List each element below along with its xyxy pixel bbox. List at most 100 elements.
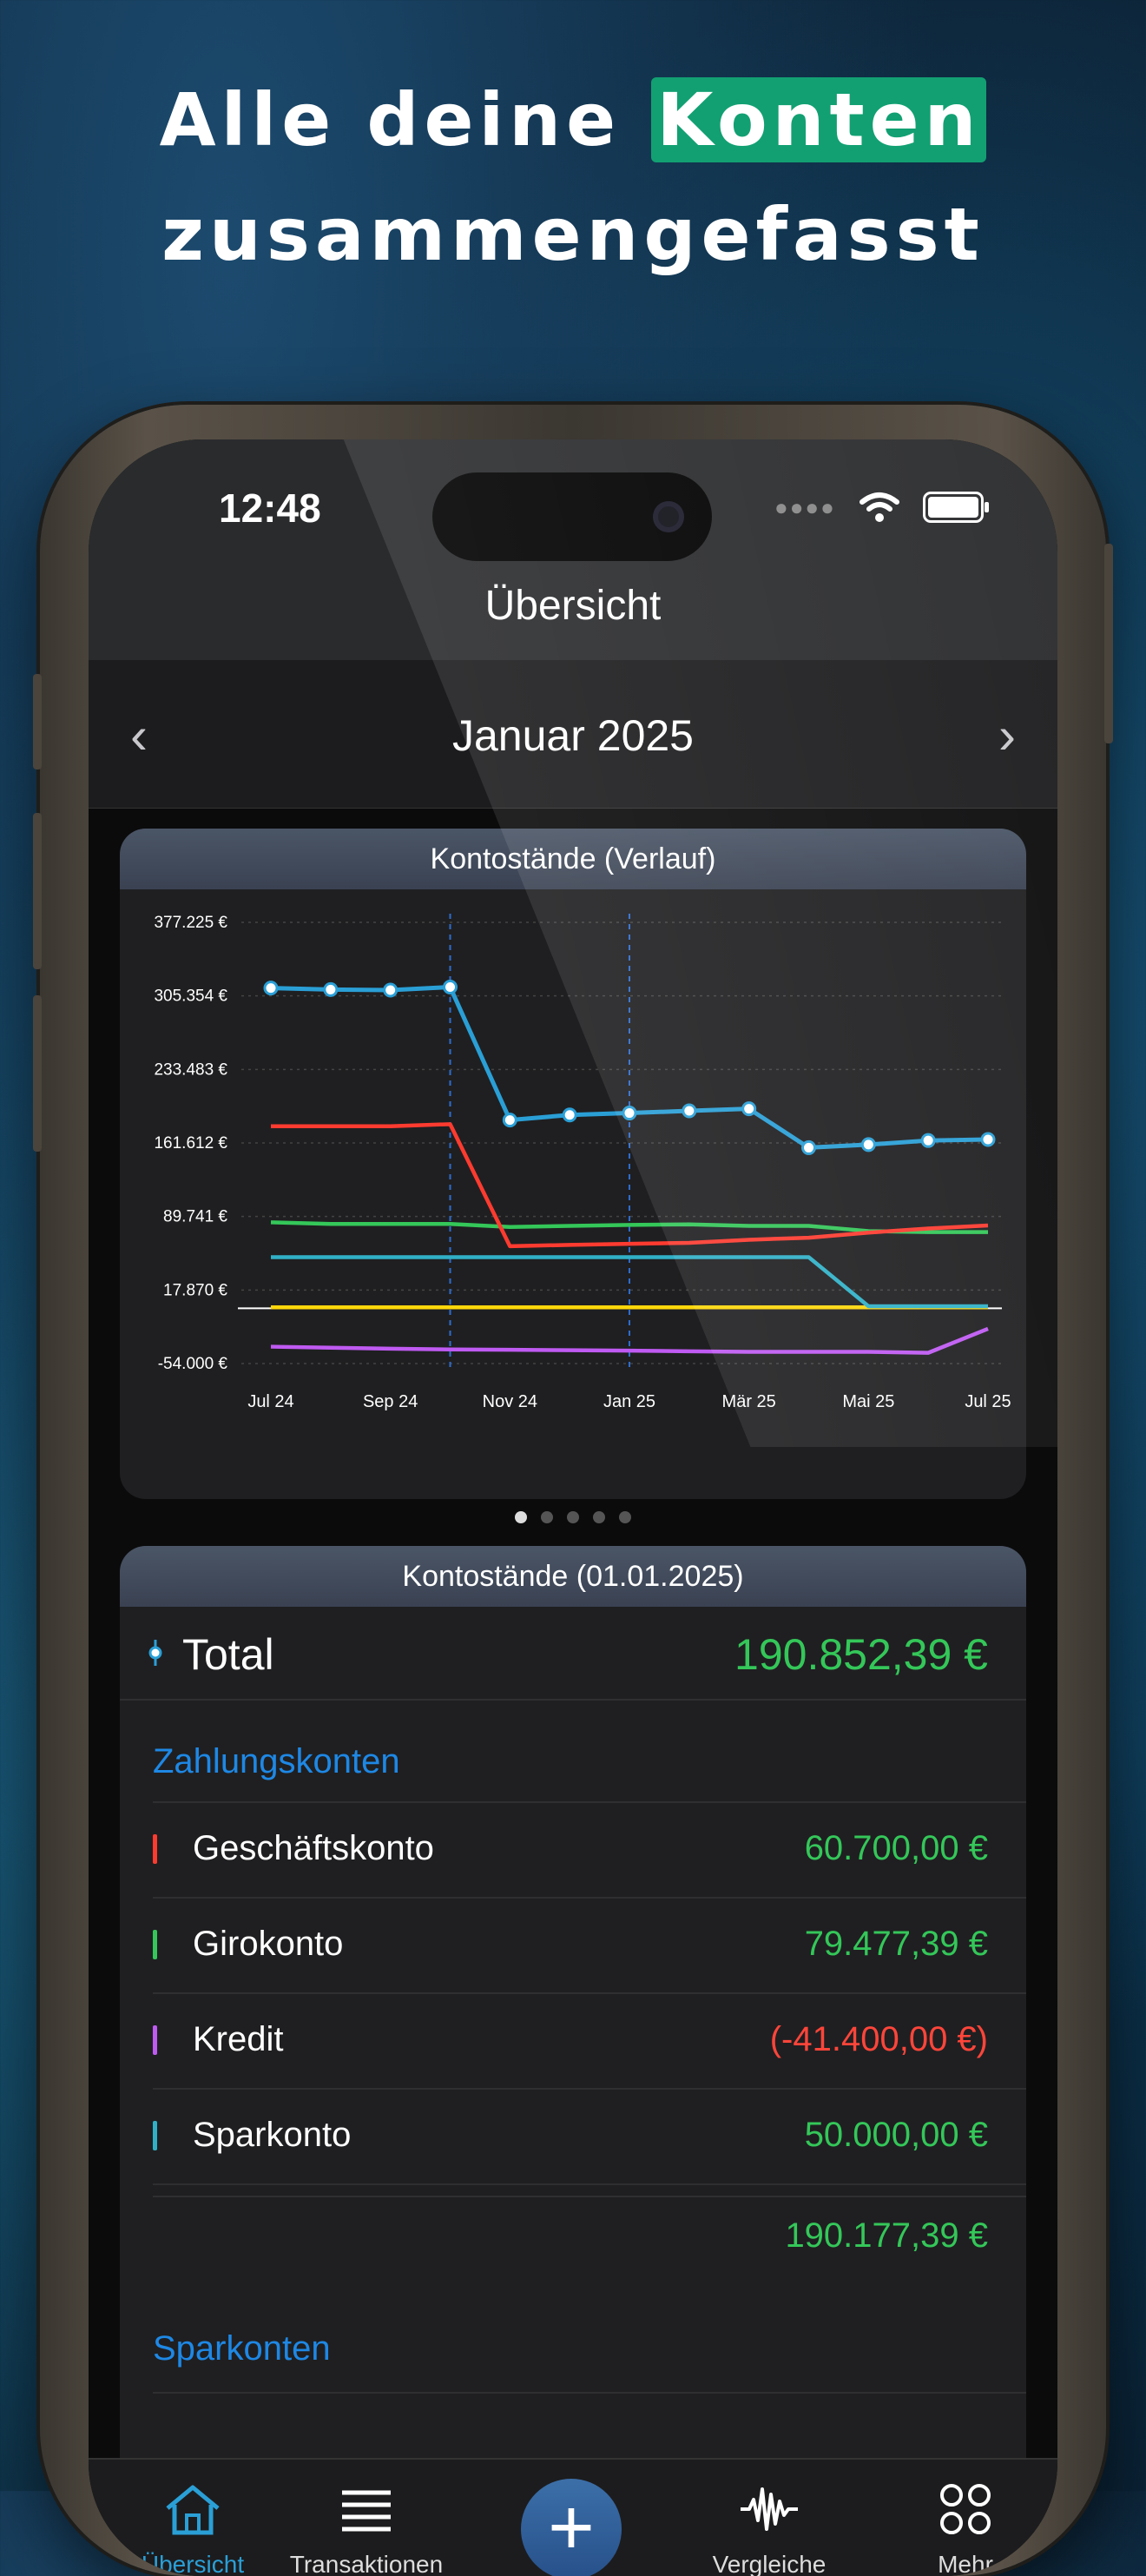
- account-label: Girokonto: [193, 1925, 344, 1963]
- camera-icon: [653, 501, 684, 532]
- account-color-bar: [153, 1834, 157, 1864]
- page-indicator: [89, 1511, 1057, 1528]
- tab-label: Transaktionen: [289, 2551, 444, 2576]
- status-time: 12:48: [219, 485, 321, 531]
- headline-highlight: Konten: [651, 77, 987, 162]
- list-icon: [342, 2490, 391, 2532]
- account-label: Kredit: [193, 2020, 284, 2058]
- power-button: [1104, 544, 1113, 743]
- account-value: 50.000,00 €: [804, 2116, 988, 2154]
- series-line: [271, 1122, 989, 1249]
- account-value: 60.700,00 €: [804, 1829, 988, 1867]
- tab-vergleiche[interactable]: Vergleiche: [682, 2482, 856, 2576]
- tab-label: Mehr: [938, 2551, 993, 2576]
- series-line: [270, 1326, 989, 1355]
- tab-bar: Übersicht Transaktionen + Vergleiche: [89, 2458, 1057, 2576]
- page-dot[interactable]: [541, 1511, 553, 1523]
- month-label: Januar 2025: [451, 711, 694, 760]
- account-color-bar: [153, 2025, 157, 2055]
- x-tick-label: Jul 24: [247, 1392, 293, 1411]
- y-tick-label: 233.483 €: [154, 1060, 227, 1079]
- series-point: [323, 981, 339, 997]
- x-tick-label: Mai 25: [842, 1392, 894, 1411]
- account-label: Geschäftskonto: [193, 1829, 434, 1867]
- tab-uebersicht[interactable]: Übersicht: [106, 2482, 280, 2576]
- x-tick-label: Mär 25: [722, 1392, 776, 1411]
- x-tick-label: Jan 25: [603, 1392, 655, 1411]
- battery-icon: [922, 492, 989, 523]
- total-row[interactable]: Total 190.852,39 €: [120, 1607, 1026, 1701]
- account-row-sparkonto[interactable]: Sparkonto 50.000,00 €: [153, 2090, 1026, 2185]
- x-tick-label: Jul 25: [965, 1392, 1011, 1411]
- series-point: [682, 1103, 697, 1119]
- chart-card-title: Kontostände (Verlauf): [120, 829, 1026, 889]
- series-point: [502, 1113, 517, 1128]
- headline: Alle deine Konten zusammengefasst: [0, 63, 1146, 292]
- tab-label: Vergleiche: [712, 2551, 827, 2576]
- balances-card-title: Kontostände (01.01.2025): [120, 1546, 1026, 1607]
- tab-label: Übersicht: [141, 2551, 245, 2576]
- page-dot[interactable]: [515, 1511, 527, 1523]
- tab-transaktionen[interactable]: Transaktionen: [280, 2482, 453, 2576]
- series-point: [801, 1139, 816, 1155]
- section-title: Sparkonten: [153, 2329, 331, 2368]
- total-label: Total: [182, 1630, 274, 1679]
- series-line: [271, 1255, 988, 1309]
- series-point: [860, 1137, 876, 1153]
- chevron-right-icon[interactable]: ›: [998, 706, 1016, 764]
- account-row-kredit[interactable]: Kredit (-41.400,00 €): [153, 1994, 1026, 2090]
- account-row-geschaeftskonto[interactable]: Geschäftskonto 60.700,00 €: [153, 1803, 1026, 1899]
- headline-line1: Alle deine: [159, 77, 622, 162]
- status-bar: 12:48 ●●●●: [89, 439, 1057, 561]
- phone-frame: 12:48 ●●●● Übersicht ‹ Januar 2025 › Kon…: [33, 405, 1113, 2576]
- x-tick-label: Nov 24: [483, 1392, 537, 1411]
- history-chart-card[interactable]: Kontostände (Verlauf) 377.225 € 305.354 €…: [120, 829, 1026, 1499]
- signal-icon: ●●●●: [774, 493, 836, 520]
- y-tick-label: 17.870 €: [163, 1281, 227, 1299]
- page-dot[interactable]: [619, 1511, 631, 1523]
- series-point: [263, 981, 279, 996]
- home-icon: [166, 2485, 220, 2535]
- grid-circles-icon: [940, 2484, 991, 2534]
- account-value: (-41.400,00 €): [769, 2020, 988, 2058]
- total-value: 190.852,39 €: [734, 1630, 988, 1679]
- plus-icon: +: [548, 2483, 595, 2572]
- account-color-bar: [153, 2121, 157, 2150]
- page-title: Übersicht: [484, 583, 662, 629]
- series-point: [920, 1133, 936, 1148]
- account-value: 79.477,39 €: [804, 1925, 988, 1963]
- chevron-left-icon[interactable]: ‹: [130, 706, 148, 764]
- wifi-icon: [859, 492, 899, 522]
- headline-line2: zusammengefasst: [161, 192, 985, 277]
- volume-down-button: [33, 995, 42, 1152]
- waveform-icon: [741, 2487, 798, 2531]
- page-dot[interactable]: [593, 1511, 605, 1523]
- status-icons: ●●●●: [774, 492, 989, 523]
- y-tick-label: 305.354 €: [154, 987, 227, 1006]
- balances-card: Kontostände (01.01.2025) Total 190.852,3…: [120, 1546, 1026, 2484]
- subtotal-value: 190.177,39 €: [785, 2216, 988, 2255]
- series-point: [741, 1101, 757, 1117]
- account-color-bar: [153, 1930, 157, 1959]
- series-point: [980, 1132, 996, 1147]
- series-point: [622, 1106, 637, 1121]
- y-tick-label: 161.612 €: [154, 1134, 227, 1153]
- volume-up-button: [33, 813, 42, 969]
- y-tick-label: 377.225 €: [154, 914, 227, 932]
- navigation-bar: Übersicht: [89, 561, 1057, 661]
- subtotal-row: 190.177,39 €: [153, 2196, 1026, 2284]
- month-selector: ‹ Januar 2025 ›: [89, 660, 1057, 809]
- add-transaction-button[interactable]: +: [521, 2479, 622, 2576]
- app-screen: 12:48 ●●●● Übersicht ‹ Januar 2025 › Kon…: [89, 439, 1057, 2576]
- series-point: [562, 1107, 577, 1123]
- total-marker-icon: [148, 1640, 162, 1666]
- x-tick-label: Sep 24: [363, 1392, 418, 1411]
- action-button: [33, 674, 42, 769]
- section-header-zahlungskonten: Zahlungskonten: [153, 1701, 1026, 1803]
- tab-mehr[interactable]: Mehr: [879, 2482, 1052, 2576]
- series-point: [443, 979, 458, 994]
- section-title: Zahlungskonten: [153, 1742, 400, 1780]
- page-dot[interactable]: [567, 1511, 579, 1523]
- account-row-girokonto[interactable]: Girokonto 79.477,39 €: [153, 1899, 1026, 1994]
- dynamic-island: [432, 472, 712, 561]
